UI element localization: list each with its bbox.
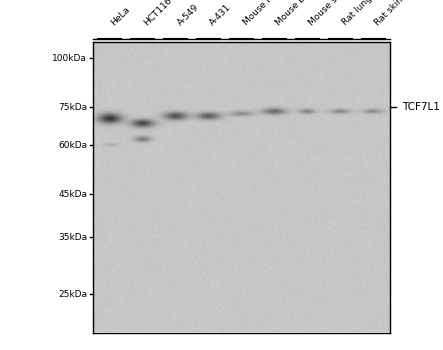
Text: Rat skin: Rat skin — [373, 0, 405, 27]
Text: 45kDa: 45kDa — [58, 190, 87, 199]
Text: Mouse skin: Mouse skin — [307, 0, 350, 27]
Text: A-549: A-549 — [175, 2, 200, 27]
Text: A-431: A-431 — [209, 2, 233, 27]
Text: Mouse lung: Mouse lung — [241, 0, 284, 27]
Text: HeLa: HeLa — [109, 5, 132, 27]
Text: 60kDa: 60kDa — [58, 141, 87, 150]
Text: 100kDa: 100kDa — [52, 54, 87, 63]
Text: Mouse brain: Mouse brain — [274, 0, 320, 27]
Text: TCF7L1: TCF7L1 — [402, 102, 439, 112]
Text: 25kDa: 25kDa — [58, 290, 87, 299]
Text: Rat lung: Rat lung — [340, 0, 373, 27]
Text: HCT116: HCT116 — [143, 0, 174, 27]
Text: 75kDa: 75kDa — [58, 103, 87, 112]
Text: 35kDa: 35kDa — [58, 233, 87, 241]
